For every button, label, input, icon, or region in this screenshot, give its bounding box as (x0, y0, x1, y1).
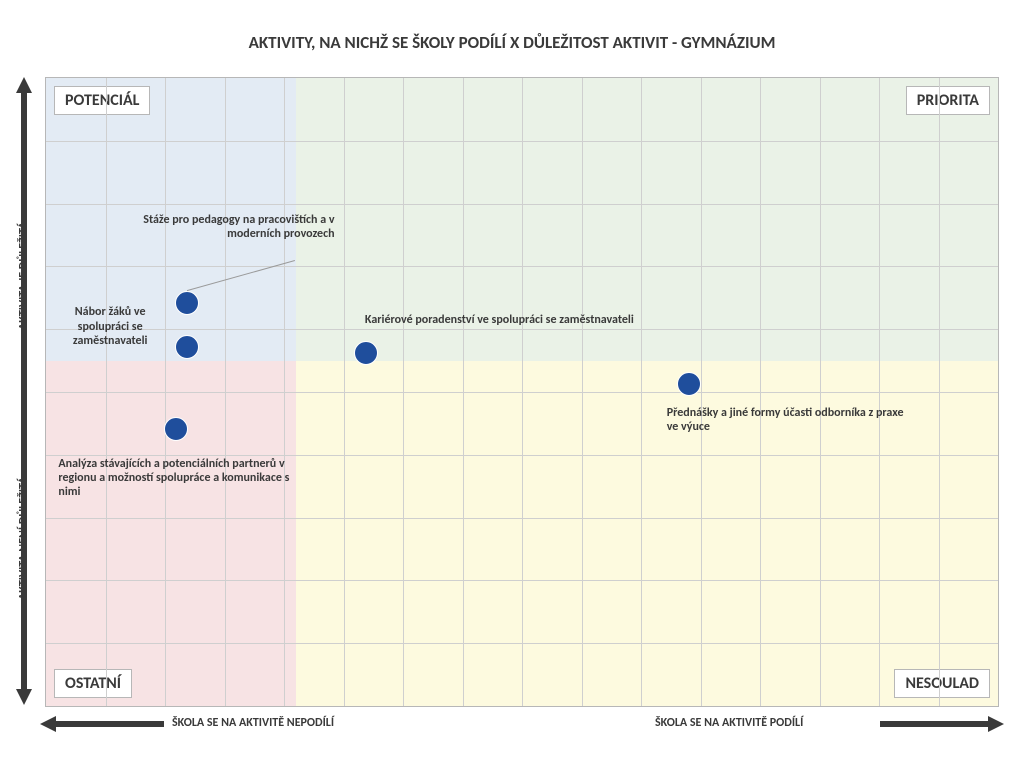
quadrant-label-potential: POTENCIÁL (54, 86, 150, 115)
y-axis-arrow-up (16, 77, 32, 97)
quadrant-label-other: OSTATNÍ (54, 669, 132, 698)
data-label-staze-pedagogy: Stáže pro pedagogy na pracovištích a v m… (135, 213, 335, 242)
data-point-analyza-partneru (164, 417, 188, 441)
gridline-h (46, 643, 998, 644)
x-axis-label-right: ŠKOLA SE NA AKTIVITĚ PODÍLÍ (655, 716, 803, 730)
gridline-h (46, 580, 998, 581)
quadrant-chart: AKTIVITY, NA NICHŽ SE ŠKOLY PODÍLÍ X DŮL… (0, 0, 1024, 766)
gridline-h (46, 392, 998, 393)
gridline-h (46, 141, 998, 142)
quadrant-label-mismatch: NESOULAD (894, 669, 990, 698)
x-axis-arrow-left (40, 716, 60, 732)
data-point-prednasky-odbornika (677, 372, 701, 396)
gridline-h (46, 518, 998, 519)
gridline-h (46, 455, 998, 456)
x-axis-bar-right (880, 721, 986, 727)
y-axis-label-top: AKTIVITA JE DŮLEŽITÁ (17, 222, 31, 330)
x-axis-label-left: ŠKOLA SE NA AKTIVITĚ NEPODÍLÍ (172, 716, 334, 730)
data-label-karierove-poradenstvi: Kariérové poradenství ve spolupráci se z… (365, 313, 645, 327)
y-axis-arrow-down (16, 685, 32, 705)
plot-area: POTENCIÁL PRIORITA OSTATNÍ NESOULAD Stáž… (45, 77, 999, 707)
quadrant-bottom-left (46, 361, 296, 706)
gridline-h (46, 266, 998, 267)
x-axis-arrow-right (984, 716, 1004, 732)
data-label-analyza-partneru: Analýza stávajících a potenciálních part… (58, 457, 308, 500)
quadrant-label-priority: PRIORITA (906, 86, 990, 115)
data-label-nabor-zaku: Nábor žáků ve spolupráci se zaměstnavate… (53, 305, 168, 348)
gridline-h (46, 204, 998, 205)
y-axis-label-bottom: AKTIVITA NENÍ DŮLEŽITÁ (17, 477, 31, 600)
x-axis-bar-left (58, 721, 164, 727)
data-label-prednasky-odbornika: Přednášky a jiné formy účasti odborníka … (667, 406, 907, 435)
gridline-h (46, 329, 998, 330)
chart-title: AKTIVITY, NA NICHŽ SE ŠKOLY PODÍLÍ X DŮL… (0, 32, 1024, 53)
